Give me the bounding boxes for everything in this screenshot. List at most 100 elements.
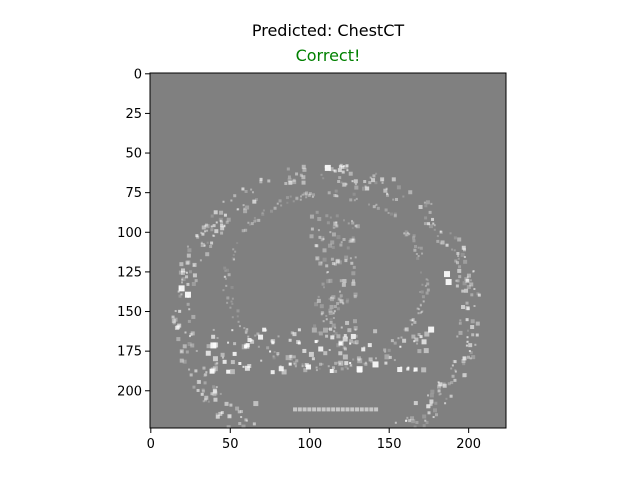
speckle: [247, 335, 250, 338]
speckle: [426, 404, 431, 409]
speckle: [472, 270, 475, 273]
speckle: [212, 392, 217, 397]
speckle: [300, 195, 303, 198]
x-tick-label: 200: [456, 437, 481, 452]
speckle: [192, 385, 196, 389]
speckle: [315, 256, 320, 261]
speckle: [465, 278, 470, 283]
speckle: [181, 278, 184, 281]
speckle: [184, 331, 187, 334]
speckle: [344, 259, 348, 263]
speckle: [349, 362, 352, 365]
speckle: [270, 339, 274, 343]
speckle: [210, 225, 213, 228]
speckle: [317, 217, 322, 222]
speckle: [322, 236, 325, 239]
speckle: [319, 304, 324, 309]
speckle: [458, 330, 463, 335]
speckle: [213, 234, 216, 237]
speckle: [422, 414, 427, 419]
x-tick-label: 150: [377, 437, 402, 452]
speckle: [262, 327, 267, 332]
speckle: [292, 361, 296, 365]
speckle: [246, 328, 249, 331]
speckle: [247, 337, 252, 342]
speckle: [434, 401, 438, 405]
speckle: [218, 411, 223, 416]
speckle: [301, 180, 306, 185]
speckle: [195, 349, 198, 352]
speckle: [212, 234, 215, 237]
speckle: [241, 424, 246, 429]
speckle: [182, 359, 187, 364]
speckle: [464, 288, 469, 293]
speckle: [352, 358, 355, 361]
speckle: [416, 307, 419, 310]
speckle: [180, 270, 185, 275]
speckle: [431, 217, 435, 221]
speckle: [210, 214, 214, 218]
speckle: [346, 367, 349, 370]
speckle: [262, 209, 265, 212]
speckle: [439, 230, 443, 234]
speckle: [329, 231, 332, 234]
speckle: [267, 179, 271, 183]
speckle: [459, 319, 462, 322]
speckle: [451, 248, 454, 251]
speckle: [394, 421, 397, 424]
speckle: [333, 305, 337, 309]
speckle: [364, 185, 367, 188]
speckle: [181, 277, 186, 282]
speckle: [329, 320, 333, 324]
speckle: [176, 337, 181, 342]
speckle: [463, 373, 468, 378]
speckle: [423, 348, 429, 354]
speckle: [233, 194, 237, 198]
speckle: [430, 202, 433, 205]
speckle: [336, 258, 341, 263]
speckle: [193, 264, 196, 267]
speckle: [243, 209, 248, 214]
speckle: [329, 318, 333, 322]
speckle: [466, 273, 471, 278]
speckle: [322, 327, 328, 333]
speckle: [321, 407, 326, 412]
speckle: [244, 330, 248, 334]
speckle: [416, 342, 419, 345]
speckle: [331, 295, 336, 300]
speckle: [471, 333, 475, 337]
speckle: [196, 388, 200, 392]
speckle: [188, 308, 191, 311]
speckle: [252, 422, 256, 426]
speckle: [227, 414, 232, 419]
speckle: [186, 245, 189, 248]
speckle: [238, 325, 241, 328]
speckle: [307, 193, 311, 197]
speckle: [233, 258, 236, 261]
speckle: [322, 257, 327, 262]
speckle: [226, 369, 231, 374]
speckle: [196, 379, 201, 384]
speckle: [318, 331, 323, 336]
speckle: [393, 341, 397, 345]
speckle: [212, 328, 215, 331]
speckle: [245, 328, 249, 332]
speckle: [341, 165, 345, 169]
speckle: [273, 206, 277, 210]
speckle: [375, 203, 378, 206]
speckle: [389, 212, 393, 216]
speckle: [186, 302, 190, 306]
speckle: [320, 261, 323, 264]
speckle: [336, 334, 341, 339]
speckle: [342, 219, 345, 222]
speckle: [335, 214, 339, 218]
speckle: [203, 381, 207, 385]
speckle: [350, 407, 355, 412]
speckle: [338, 176, 342, 180]
speckle: [429, 393, 434, 398]
speckle: [244, 189, 248, 193]
speckle: [419, 271, 422, 274]
speckle: [313, 324, 317, 328]
speckle: [238, 422, 242, 426]
speckle: [346, 246, 350, 250]
